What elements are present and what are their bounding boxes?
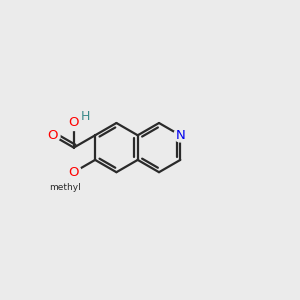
Circle shape [45, 128, 60, 143]
Text: H: H [81, 110, 90, 123]
Circle shape [66, 165, 81, 180]
Circle shape [80, 110, 92, 122]
Circle shape [56, 178, 74, 196]
Text: O: O [68, 116, 79, 130]
Circle shape [66, 116, 81, 130]
Text: N: N [176, 129, 185, 142]
Text: O: O [68, 166, 79, 179]
Text: methyl: methyl [49, 183, 81, 192]
Circle shape [174, 129, 187, 142]
Text: O: O [47, 129, 58, 142]
